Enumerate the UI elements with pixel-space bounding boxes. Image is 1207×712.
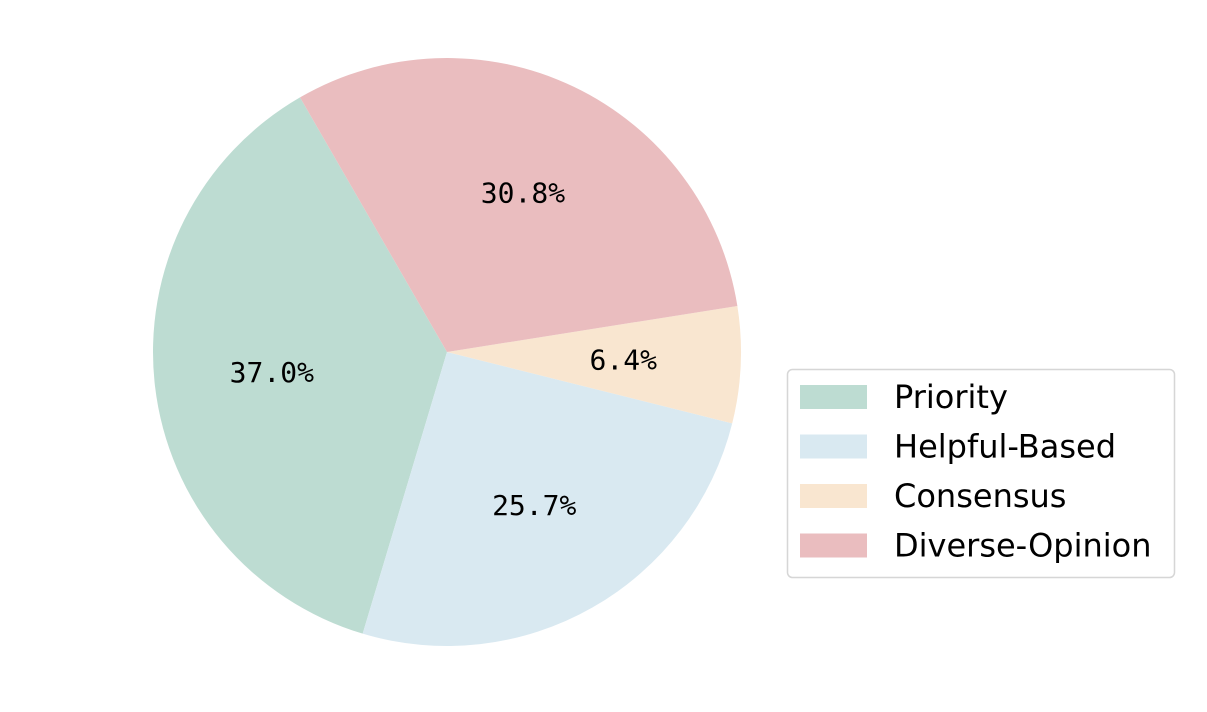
legend-swatch: [800, 484, 867, 508]
pie-slice-labels: 37.0% 25.7% 6.4% 30.8%: [230, 176, 657, 522]
slice-percent-label: 25.7%: [492, 489, 576, 522]
pie-slice-helpful-based: [362, 352, 733, 647]
legend-swatch: [800, 434, 867, 459]
legend-swatch: [800, 385, 867, 409]
legend-label: Priority: [894, 378, 1008, 416]
pie-slice-priority: [153, 97, 447, 634]
legend-label: Helpful-Based: [894, 428, 1116, 466]
legend-items: Priority Helpful-Based Consensus Diverse-Op…: [800, 378, 1152, 565]
slice-percent-label: 6.4%: [590, 343, 658, 376]
legend-label: Diverse-Opinion: [894, 527, 1152, 565]
pie-slice-diverse-opinion: [300, 58, 738, 353]
legend: Priority Helpful-Based Consensus Diverse-Op…: [786, 368, 1176, 579]
legend-swatch: [800, 533, 867, 558]
legend-label: Consensus: [894, 477, 1066, 515]
slice-percent-label: 37.0%: [230, 356, 314, 389]
pie-slice-consensus: [447, 305, 741, 424]
legend-frame: [786, 368, 1176, 579]
pie-slices: [153, 58, 741, 647]
slice-percent-label: 30.8%: [481, 176, 565, 209]
